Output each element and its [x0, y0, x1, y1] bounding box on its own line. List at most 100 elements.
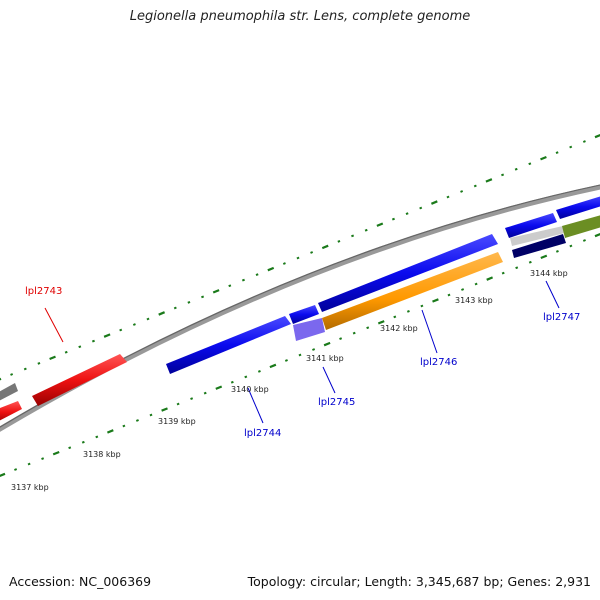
upper-track-major-tick: [430, 200, 438, 205]
gray-arrow-left[interactable]: [0, 383, 18, 403]
lavender-arrow[interactable]: [293, 318, 325, 341]
lpl2746-arrow[interactable]: [322, 252, 503, 330]
lower-track-minor-tick: [190, 397, 194, 401]
lower-track-minor-tick: [339, 337, 343, 341]
lower-track-major-tick: [269, 363, 277, 369]
feature-arrows: [0, 195, 600, 406]
blue-arrow-right-2[interactable]: [556, 195, 600, 219]
gene-label-lpl2747[interactable]: lpl2747: [543, 312, 580, 323]
upper-track-minor-tick: [337, 239, 341, 243]
lpl2746-top-arrow[interactable]: [318, 234, 498, 312]
tick-label-3142: 3142 kbp: [380, 324, 418, 333]
blue-arrow-right-1[interactable]: [505, 213, 557, 238]
lower-track-major-tick: [594, 233, 600, 238]
upper-track-minor-tick: [419, 206, 423, 210]
upper-track-minor-tick: [351, 234, 355, 238]
tick-label-3137: 3137 kbp: [11, 483, 49, 492]
gene-labels: lpl2743 lpl2744 lpl2745 lpl2746 lpl2747: [25, 286, 580, 439]
gene-label-lpl2745[interactable]: lpl2745: [318, 397, 355, 408]
navy-arrow[interactable]: [512, 234, 566, 258]
upper-track-minor-tick: [146, 317, 150, 321]
lower-track-major-tick: [486, 276, 494, 281]
red-arrow-left[interactable]: [0, 401, 22, 423]
lower-track-minor-tick: [68, 446, 72, 450]
lower-track-minor-tick: [135, 419, 139, 422]
accession-text: Accession: NC_006369: [9, 574, 152, 589]
lower-track-major-tick: [52, 450, 60, 456]
lower-track-minor-tick: [352, 331, 356, 335]
upper-track-minor-tick: [201, 295, 205, 299]
lower-track-minor-tick: [474, 282, 478, 286]
lower-track-minor-tick: [14, 468, 18, 471]
upper-track-minor-tick: [501, 173, 505, 177]
upper-track-minor-tick: [282, 262, 286, 265]
upper-track-minor-tick: [514, 167, 518, 171]
lower-track-minor-tick: [257, 369, 261, 373]
upper-track-minor-tick: [187, 300, 191, 304]
genome-backbone-highlight: [0, 184, 600, 428]
topology-text: Topology: circular; Length: 3,345,687 bp…: [247, 574, 591, 589]
upper-track-minor-tick: [173, 306, 177, 310]
upper-track-major-tick: [594, 134, 600, 139]
gene-label-lpl2746[interactable]: lpl2746: [420, 357, 457, 368]
map-title: Legionella pneumophila str. Lens, comple…: [129, 9, 471, 24]
upper-track-minor-tick: [528, 162, 532, 166]
lower-track-minor-tick: [420, 304, 424, 308]
gene-label-lpl2743[interactable]: lpl2743: [25, 286, 62, 297]
lower-track-minor-tick: [298, 353, 302, 357]
lower-track-minor-tick: [41, 457, 45, 461]
lower-track-minor-tick: [95, 435, 99, 439]
lower-track-major-tick: [106, 429, 114, 434]
upper-track-minor-tick: [391, 217, 395, 221]
upper-tick-track: [0, 134, 600, 381]
tick-labels: 3137 kbp 3138 kbp 3139 kbp 3140 kbp 3141…: [11, 269, 568, 492]
olive-arrow[interactable]: [562, 214, 600, 238]
lower-track-minor-tick: [176, 402, 180, 406]
lower-track-major-tick: [215, 385, 223, 390]
lpl2745-arrow[interactable]: [289, 305, 319, 324]
upper-track-minor-tick: [64, 350, 68, 354]
upper-track-minor-tick: [582, 140, 586, 143]
lpl2743-arrow[interactable]: [32, 354, 127, 406]
lower-track-minor-tick: [582, 239, 586, 242]
upper-track-minor-tick: [405, 212, 409, 216]
upper-track-minor-tick: [23, 367, 27, 371]
upper-track-major-tick: [158, 311, 166, 316]
tick-label-3139: 3139 kbp: [158, 417, 196, 426]
lower-track-minor-tick: [461, 288, 465, 291]
lower-track-minor-tick: [447, 293, 451, 297]
upper-track-minor-tick: [296, 256, 300, 260]
upper-track-minor-tick: [132, 323, 136, 326]
gray-light-arrow[interactable]: [510, 226, 565, 246]
upper-track-minor-tick: [119, 328, 123, 332]
upper-track-minor-tick: [473, 184, 477, 188]
genome-backbone: [0, 184, 600, 432]
upper-track-minor-tick: [228, 284, 232, 288]
upper-track-minor-tick: [310, 251, 314, 254]
tick-label-3141: 3141 kbp: [306, 354, 344, 363]
upper-track-major-tick: [0, 377, 2, 381]
upper-track-minor-tick: [446, 195, 450, 199]
upper-track-major-tick: [49, 355, 56, 361]
upper-track-major-tick: [103, 333, 111, 338]
upper-track-major-tick: [321, 244, 329, 250]
tick-label-3140: 3140 kbp: [231, 385, 269, 394]
lower-track-minor-tick: [515, 266, 519, 270]
lower-track-minor-tick: [81, 440, 85, 444]
lower-track-major-tick: [432, 298, 439, 303]
lower-track-minor-tick: [244, 375, 248, 379]
lower-track-major-tick: [161, 407, 168, 412]
tick-label-3138: 3138 kbp: [83, 450, 121, 459]
tick-label-3144: 3144 kbp: [530, 269, 568, 278]
upper-track-minor-tick: [241, 278, 245, 282]
gene-label-lpl2744[interactable]: lpl2744: [244, 428, 281, 439]
lower-track-major-tick: [540, 254, 548, 260]
lower-track-minor-tick: [203, 391, 207, 395]
lower-track-minor-tick: [366, 326, 370, 330]
reverse-feature-arrows: [0, 214, 600, 423]
lpl2744-arrow[interactable]: [166, 316, 291, 374]
upper-track-minor-tick: [255, 273, 259, 277]
upper-track-minor-tick: [364, 228, 368, 232]
lower-track-major-tick: [0, 472, 6, 477]
